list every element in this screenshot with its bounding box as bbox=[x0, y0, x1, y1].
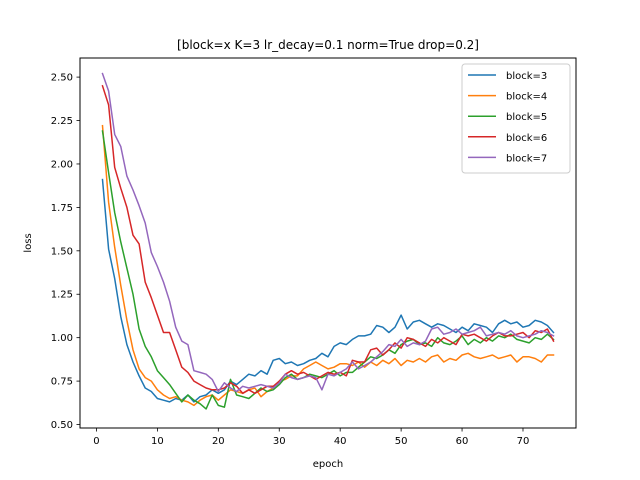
y-tick-label: 1.50 bbox=[51, 246, 73, 257]
x-axis-label: epoch bbox=[313, 459, 343, 470]
series-line-block-4 bbox=[101, 124, 555, 407]
series-line-block-3 bbox=[101, 178, 555, 403]
x-tick-label: 40 bbox=[334, 436, 347, 447]
x-tick-label: 10 bbox=[151, 436, 164, 447]
chart-title: [block=x K=3 lr_decay=0.1 norm=True drop… bbox=[177, 38, 479, 52]
x-tick-label: 60 bbox=[456, 436, 469, 447]
y-tick-label: 1.00 bbox=[51, 333, 73, 344]
legend-label: block=4 bbox=[506, 92, 547, 103]
x-tick-label: 70 bbox=[517, 436, 530, 447]
legend: block=3 block=4 block=5 block=6 block=7 bbox=[461, 63, 571, 174]
legend-label: block=6 bbox=[506, 133, 547, 144]
y-tick-label: 1.25 bbox=[51, 290, 73, 301]
legend-label: block=7 bbox=[506, 153, 547, 164]
legend-label: block=3 bbox=[506, 71, 547, 82]
plot-area bbox=[101, 72, 555, 410]
x-tick-label: 50 bbox=[395, 436, 408, 447]
plot-frame bbox=[79, 57, 577, 429]
y-tick-label: 2.00 bbox=[51, 159, 73, 170]
legend-box bbox=[461, 63, 571, 174]
x-tick-label: 30 bbox=[273, 436, 286, 447]
y-tick-label: 2.50 bbox=[51, 73, 73, 84]
x-axis: 0 10 20 30 40 50 60 70 bbox=[93, 428, 529, 447]
y-tick-label: 2.25 bbox=[51, 116, 73, 127]
series-line-block-6 bbox=[101, 84, 555, 395]
x-tick-label: 20 bbox=[212, 436, 225, 447]
x-tick-label: 0 bbox=[93, 436, 99, 447]
y-axis-label: loss bbox=[23, 233, 34, 252]
series-line-block-7 bbox=[101, 72, 555, 393]
y-tick-label: 1.75 bbox=[51, 203, 73, 214]
y-tick-label: 0.75 bbox=[51, 377, 73, 388]
y-axis: 0.50 0.75 1.00 1.25 1.50 1.75 2.00 2.25 2.50 bbox=[51, 73, 80, 431]
legend-label: block=5 bbox=[506, 112, 547, 123]
y-tick-label: 0.50 bbox=[51, 420, 73, 431]
